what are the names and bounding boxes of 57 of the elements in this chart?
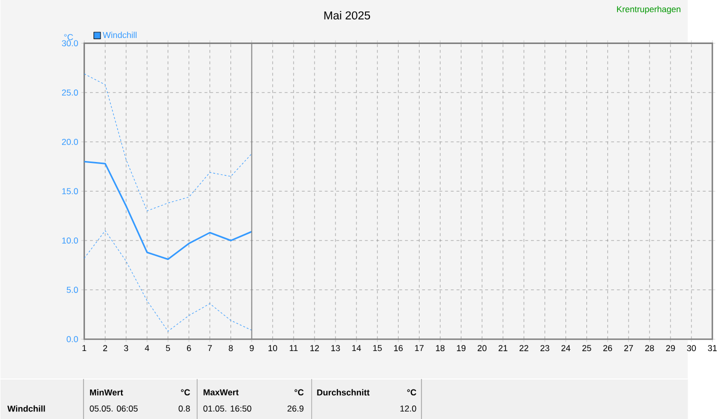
text: °C bbox=[180, 389, 190, 396]
text: 0.8 bbox=[178, 405, 190, 412]
x-tick-label: 7 bbox=[208, 344, 212, 351]
x-tick-label: 15 bbox=[373, 344, 382, 351]
line-series bbox=[84, 73, 252, 211]
x-tick-label: 14 bbox=[352, 344, 361, 351]
x-tick-label: 24 bbox=[561, 344, 570, 351]
x-tick-label: 9 bbox=[250, 344, 254, 351]
x-tick-label: 22 bbox=[520, 344, 528, 351]
y-axis-title: °C bbox=[64, 34, 74, 40]
text: Windchill bbox=[7, 405, 45, 412]
y-tick-label: 15.0 bbox=[62, 188, 78, 194]
x-tick-label: 12 bbox=[310, 344, 319, 351]
x-tick-label: 21 bbox=[498, 344, 508, 351]
x-tick-label: 11 bbox=[290, 344, 298, 351]
text: 01.05. 16:50 bbox=[203, 405, 252, 412]
chart-title: Mai 2025 bbox=[324, 10, 370, 20]
x-tick-label: 1 bbox=[82, 344, 86, 351]
text: MaxWert bbox=[204, 389, 239, 396]
x-tick-label: 28 bbox=[645, 344, 654, 351]
y-tick-label: 30.0 bbox=[62, 40, 78, 46]
y-tick-label: 5.0 bbox=[66, 286, 78, 293]
text: 05.05. 06:05 bbox=[90, 405, 138, 412]
x-tick-label: 20 bbox=[478, 344, 486, 351]
text: 12.0 bbox=[400, 405, 416, 412]
x-tick-label: 10 bbox=[268, 344, 278, 351]
text: 26.9 bbox=[288, 405, 304, 412]
line-series bbox=[83, 160, 252, 260]
x-tick-label: 30 bbox=[686, 344, 696, 351]
x-tick-label: 27 bbox=[624, 344, 633, 351]
line-series bbox=[84, 230, 252, 332]
x-tick-label: 16 bbox=[394, 344, 403, 351]
x-tick-label: 26 bbox=[603, 344, 612, 351]
x-tick-label: 23 bbox=[540, 344, 550, 351]
x-tick-label: 31 bbox=[708, 344, 717, 351]
x-tick-label: 17 bbox=[415, 344, 424, 351]
x-tick-label: 5 bbox=[166, 344, 170, 351]
text: °C bbox=[294, 389, 304, 396]
y-tick-label: 0.0 bbox=[66, 336, 78, 342]
x-tick-label: 18 bbox=[436, 344, 445, 351]
x-tick-label: 8 bbox=[228, 344, 233, 351]
legend-label: Windchill bbox=[102, 32, 136, 38]
y-tick-label: 20.0 bbox=[62, 138, 78, 145]
x-tick-label: 3 bbox=[124, 344, 128, 351]
x-tick-label: 2 bbox=[103, 344, 108, 351]
text: °C bbox=[407, 389, 416, 396]
x-tick-label: 6 bbox=[186, 344, 191, 351]
x-tick-label: 4 bbox=[144, 344, 150, 351]
x-tick-label: 25 bbox=[582, 344, 592, 351]
chart-subtitle: Krentruperhagen bbox=[617, 6, 680, 14]
text: Durchschnitt bbox=[317, 388, 370, 396]
y-tick-label: 10.0 bbox=[62, 237, 78, 244]
x-tick-label: 29 bbox=[666, 344, 675, 351]
text: MinWert bbox=[90, 388, 124, 396]
x-tick-label: 13 bbox=[331, 344, 340, 351]
x-tick-label: 19 bbox=[456, 344, 466, 351]
y-tick-label: 25.0 bbox=[62, 89, 78, 96]
